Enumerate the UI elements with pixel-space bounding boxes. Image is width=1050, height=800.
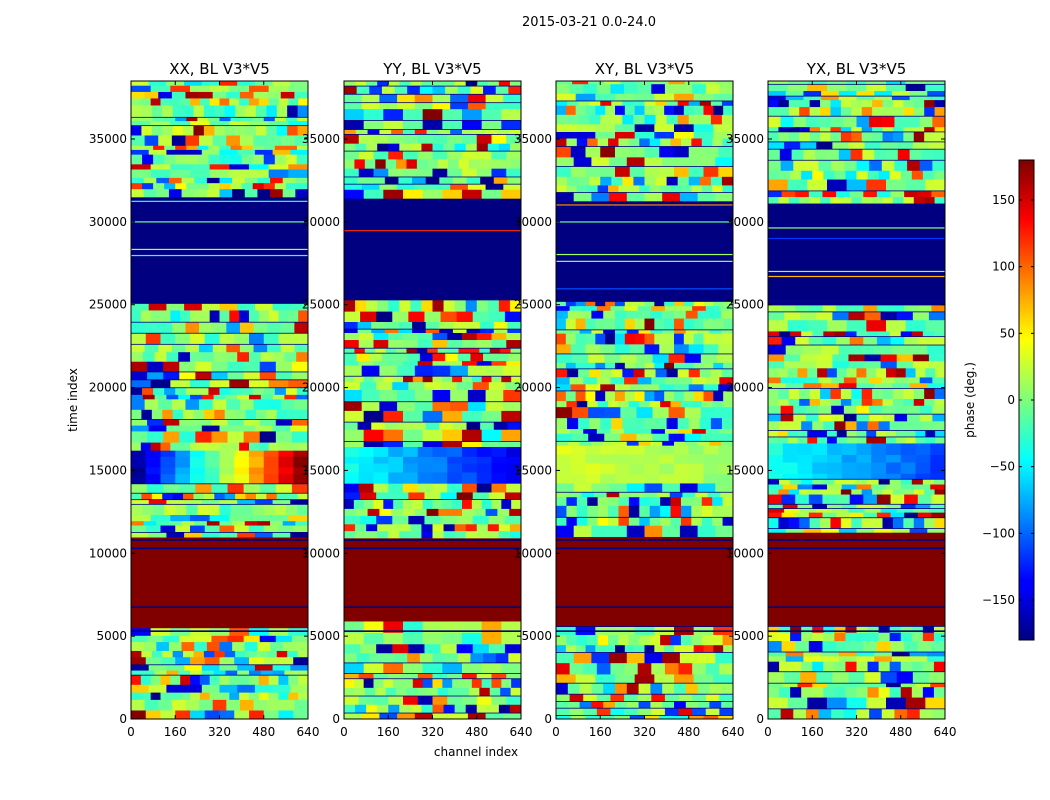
x-tick-label: 320 [421, 725, 444, 739]
y-tick-label: 5000 [521, 629, 552, 643]
y-tick-label: 15000 [89, 463, 127, 477]
x-tick-label: 320 [208, 725, 231, 739]
x-tick-label: 480 [677, 725, 700, 739]
y-tick-label: 5000 [733, 629, 764, 643]
x-tick-label: 320 [845, 725, 868, 739]
x-tick-label: 0 [127, 725, 135, 739]
x-axis-label: channel index [434, 745, 518, 759]
y-tick-label: 30000 [514, 215, 552, 229]
x-tick-label: 160 [589, 725, 612, 739]
y-tick-label: 25000 [89, 298, 127, 312]
colorbar-tick-label: 0 [1007, 393, 1015, 407]
y-tick-label: 15000 [514, 463, 552, 477]
heatmap-image [768, 81, 945, 719]
y-tick-label: 0 [756, 712, 764, 726]
y-tick-label: 0 [544, 712, 552, 726]
y-tick-label: 10000 [302, 546, 340, 560]
y-tick-label: 30000 [302, 215, 340, 229]
x-tick-label: 640 [510, 725, 533, 739]
heatmap-image [131, 81, 308, 719]
y-tick-label: 0 [119, 712, 127, 726]
y-tick-label: 35000 [89, 132, 127, 146]
y-tick-label: 10000 [726, 546, 764, 560]
colorbar: 150 100 50 0 −50 −100 −150 [982, 159, 1035, 641]
y-tick-label: 20000 [89, 381, 127, 395]
panel-title: YY, BL V3*V5 [382, 60, 481, 78]
y-tick-label: 20000 [726, 381, 764, 395]
panel-title: XX, BL V3*V5 [169, 60, 270, 78]
x-tick-label: 0 [764, 725, 772, 739]
panel-title: XY, BL V3*V5 [595, 60, 695, 78]
panel-yy: YY, BL V3*V5 0 5000 10000 15000 20000 25000 300… [302, 60, 533, 739]
y-tick-label: 5000 [96, 629, 127, 643]
y-tick-label: 10000 [514, 546, 552, 560]
x-tick-label: 480 [252, 725, 275, 739]
colorbar-tick-label: 50 [1000, 326, 1015, 340]
y-tick-label: 25000 [726, 298, 764, 312]
x-tick-label: 640 [722, 725, 745, 739]
x-tick-label: 640 [297, 725, 320, 739]
y-tick-label: 5000 [309, 629, 340, 643]
x-tick-label: 160 [377, 725, 400, 739]
panels: XX, BL V3*V5 0 5000 10000 15000 20000 25000 300… [89, 60, 957, 739]
colorbar-tick-label: 150 [992, 193, 1015, 207]
y-axis-label: time index [66, 368, 80, 432]
panel-xx: XX, BL V3*V5 0 5000 10000 15000 20000 25000 300… [89, 60, 320, 739]
x-tick-label: 160 [164, 725, 187, 739]
x-tick-label: 640 [934, 725, 957, 739]
panel-yx: YX, BL V3*V5 0 5000 10000 15000 20000 25000 300… [726, 60, 957, 739]
x-tick-label: 480 [889, 725, 912, 739]
y-tick-label: 20000 [302, 381, 340, 395]
x-tick-label: 0 [552, 725, 560, 739]
heatmap-image [556, 81, 733, 719]
axis-labels: channel index time index [66, 368, 518, 759]
x-tick-label: 320 [633, 725, 656, 739]
colorbar-tick-label: −150 [982, 593, 1015, 607]
x-tick-label: 480 [465, 725, 488, 739]
y-tick-label: 30000 [89, 215, 127, 229]
y-tick-label: 20000 [514, 381, 552, 395]
y-tick-label: 25000 [302, 298, 340, 312]
y-tick-label: 10000 [89, 546, 127, 560]
colorbar-tick-label: 100 [992, 260, 1015, 274]
y-tick-label: 35000 [514, 132, 552, 146]
y-tick-label: 30000 [726, 215, 764, 229]
colorbar-gradient [1019, 160, 1034, 640]
colorbar-label: phase (deg.) [963, 362, 977, 438]
x-tick-label: 160 [801, 725, 824, 739]
y-tick-label: 35000 [726, 132, 764, 146]
y-tick-label: 25000 [514, 298, 552, 312]
y-tick-label: 0 [332, 712, 340, 726]
y-tick-label: 15000 [726, 463, 764, 477]
y-tick-label: 15000 [302, 463, 340, 477]
colorbar-tick-label: −50 [990, 460, 1015, 474]
y-tick-label: 35000 [302, 132, 340, 146]
panel-title: YX, BL V3*V5 [806, 60, 907, 78]
figure-suptitle: 2015-03-21 0.0-24.0 [522, 15, 656, 30]
x-tick-label: 0 [340, 725, 348, 739]
heatmap-image [344, 81, 521, 719]
panel-xy: XY, BL V3*V5 0 5000 10000 15000 20000 25000 300… [514, 60, 745, 739]
colorbar-tick-label: −100 [982, 526, 1015, 540]
